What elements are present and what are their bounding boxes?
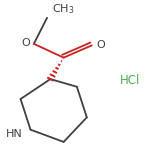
Text: O: O <box>96 40 105 50</box>
Text: HCl: HCl <box>120 74 140 87</box>
Text: CH$_3$: CH$_3$ <box>52 2 74 16</box>
Text: O: O <box>21 38 30 48</box>
Text: HN: HN <box>6 129 22 139</box>
